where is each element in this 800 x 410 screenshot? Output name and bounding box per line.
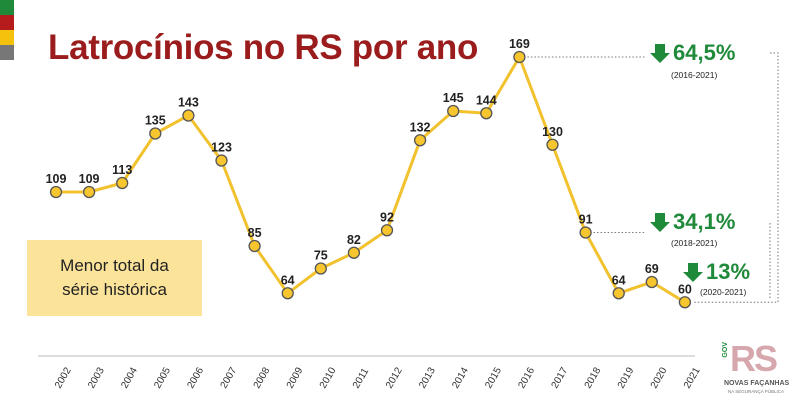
data-point	[116, 176, 129, 190]
data-point	[248, 239, 261, 253]
logo-tagline: NOVAS FAÇANHAS	[724, 380, 790, 387]
x-tick-label: 2016	[516, 365, 537, 390]
x-tick-label: 2005	[152, 365, 173, 390]
flag-stripe-gray	[0, 45, 14, 60]
note-text: Menor total da série histórica	[27, 254, 202, 302]
data-point	[480, 107, 493, 120]
x-tick-label: 2020	[649, 365, 670, 390]
data-label: 143	[178, 96, 199, 110]
data-point	[82, 185, 96, 199]
data-point	[149, 127, 162, 140]
x-tick-label: 2002	[53, 365, 74, 390]
change-percent-2: 34,1%	[673, 209, 736, 234]
data-point	[413, 134, 427, 147]
data-point	[546, 138, 559, 151]
note-line-1: Menor total da	[60, 256, 169, 275]
change-range-2: (2018-2021)	[671, 238, 718, 248]
flag-stripes	[0, 0, 14, 60]
change-connectors	[527, 52, 779, 303]
x-tick-label: 2003	[86, 365, 107, 390]
x-tick-label: 2006	[185, 365, 206, 390]
data-label: 132	[410, 120, 431, 134]
x-tick-label: 2017	[550, 365, 571, 390]
x-tick-label: 2004	[119, 365, 140, 390]
note-box: Menor total da série histórica	[27, 240, 202, 316]
data-point	[612, 287, 625, 300]
flag-stripe-green	[0, 0, 14, 15]
data-point	[281, 287, 294, 300]
data-label: 82	[347, 233, 361, 247]
x-tick-label: 2019	[616, 365, 637, 390]
x-tick-label: 2007	[219, 365, 240, 390]
x-tick-label: 2009	[285, 365, 306, 390]
change-range-3: (2020-2021)	[700, 287, 747, 297]
data-label: 69	[645, 262, 659, 276]
flag-stripe-yellow	[0, 30, 14, 45]
change-percent-1: 64,5%	[673, 40, 736, 65]
data-label: 92	[380, 210, 394, 224]
x-tick-label: 2021	[682, 365, 703, 390]
data-label: 75	[314, 249, 328, 263]
x-tick-label: 2014	[450, 365, 471, 390]
data-label: 85	[248, 226, 262, 240]
data-label: 144	[476, 93, 497, 107]
data-label: 169	[509, 37, 530, 51]
data-point	[447, 104, 460, 118]
data-label: 109	[79, 172, 100, 186]
x-axis: 2002 2003 2004 2005 2006 2007 2008 2009 2010 2011…	[38, 355, 703, 391]
data-point	[513, 50, 526, 64]
x-tick-label: 2008	[252, 365, 273, 390]
page-title: Latrocínios no RS por ano	[48, 28, 479, 67]
data-label: 91	[579, 213, 593, 227]
data-point	[182, 109, 195, 122]
x-tick-label: 2012	[384, 365, 405, 390]
data-point	[645, 275, 658, 289]
flag-stripe-red	[0, 15, 14, 30]
data-label: 109	[46, 172, 67, 186]
connector-end-1	[692, 52, 779, 303]
data-point	[678, 296, 692, 309]
data-label: 145	[443, 91, 464, 105]
series-line	[56, 55, 686, 304]
data-point	[314, 262, 327, 275]
data-point	[579, 226, 592, 239]
logo-subtagline: NA SEGURANÇA PÚBLICA	[728, 389, 785, 394]
data-point	[215, 154, 228, 167]
x-tick-label: 2011	[351, 366, 371, 391]
x-tick-label: 2018	[583, 365, 604, 390]
x-tick-label: 2013	[417, 365, 438, 390]
logo: GOV RS NOVAS FAÇANHAS NA SEGURANÇA PÚBLI…	[722, 338, 792, 403]
data-label: 113	[112, 163, 132, 177]
data-point	[380, 224, 394, 237]
series-layer: 109 109 113 135 143 123 85 64 75 82 92 132 145 144 169…	[46, 37, 692, 309]
logo-gov: GOV	[722, 342, 729, 358]
data-label: 64	[281, 273, 295, 287]
x-tick-label: 2015	[483, 365, 504, 390]
change-range-1: (2016-2021)	[671, 70, 718, 80]
data-label: 135	[145, 114, 166, 128]
change-percent-3: 13%	[706, 259, 751, 284]
data-point	[347, 246, 361, 259]
logo-mark: RS	[730, 338, 778, 379]
data-label: 64	[612, 273, 626, 287]
x-tick-label: 2010	[318, 365, 339, 390]
note-line-2: série histórica	[62, 280, 167, 299]
data-point	[49, 185, 63, 199]
data-label: 60	[678, 282, 692, 296]
data-label: 130	[542, 125, 563, 139]
data-label: 123	[211, 141, 232, 155]
